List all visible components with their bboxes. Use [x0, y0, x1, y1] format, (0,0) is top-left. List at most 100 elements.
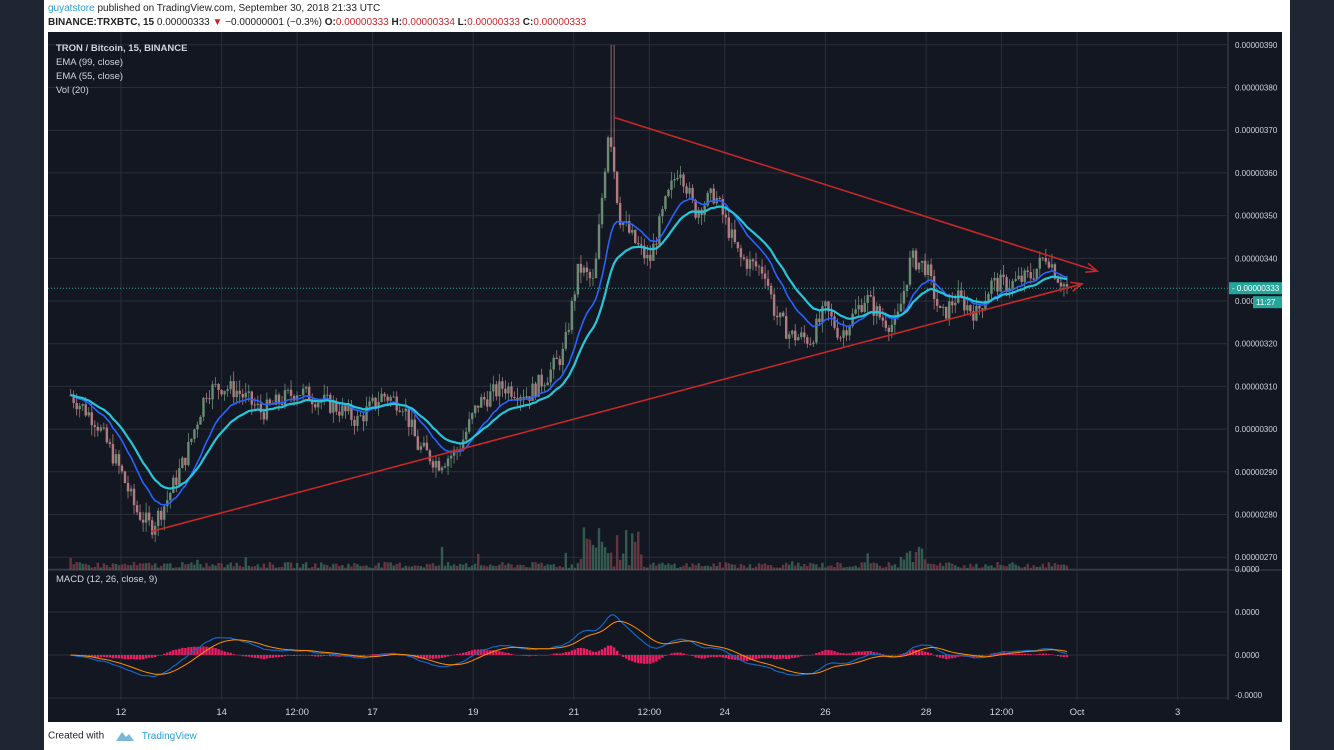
macd-histogram-bar: [854, 651, 857, 655]
macd-histogram-bar: [842, 653, 845, 655]
macd-histogram-bar: [824, 649, 827, 655]
candle-body: [757, 266, 761, 268]
volume-bar: [869, 563, 872, 570]
chart-canvas[interactable]: 12 14 12:00 17 19 21 12:00 24 26 28 12:00 Oct 3 0.000…: [48, 32, 1282, 722]
y-tick-label: 0.00000360: [1235, 169, 1278, 178]
macd-histogram-bar: [929, 653, 933, 655]
volume-bar: [781, 564, 785, 570]
candle-body: [1065, 284, 1069, 287]
author-link[interactable]: guyatstore: [48, 3, 95, 14]
candle-body: [902, 290, 906, 304]
volume-bar: [338, 565, 341, 570]
macd-histogram-bar: [818, 652, 821, 655]
macd-pane[interactable]: [48, 570, 1228, 700]
macd-histogram-bar: [1047, 654, 1051, 655]
volume-bar: [1002, 565, 1005, 570]
volume-bar: [543, 565, 546, 570]
macd-histogram-bar: [806, 655, 809, 656]
candle-body: [866, 295, 869, 303]
volume-bar: [274, 567, 278, 570]
volume-bar: [570, 564, 574, 570]
candle-body: [90, 412, 93, 426]
volume-bar: [232, 566, 235, 570]
volume-bar: [419, 566, 423, 570]
volume-bar: [395, 564, 398, 570]
macd-histogram-bar: [881, 654, 885, 655]
tradingview-logo-icon[interactable]: [115, 730, 135, 742]
volume-bar: [507, 563, 510, 570]
macd-histogram-bar: [884, 654, 888, 656]
macd-histogram-bar: [166, 652, 169, 655]
candle-body: [407, 408, 411, 427]
volume-bar: [591, 544, 595, 570]
macd-histogram-bar: [190, 646, 193, 655]
volume-bar: [1056, 564, 1060, 570]
volume-bar: [114, 564, 118, 570]
candle-body: [709, 188, 712, 194]
volume-bar: [298, 567, 302, 570]
volume-bar: [141, 563, 145, 570]
macd-histogram-bar: [667, 654, 670, 656]
publish-line: guyatstore published on TradingView.com,…: [48, 3, 380, 14]
volume-bar: [685, 563, 688, 570]
macd-histogram-bar: [507, 652, 510, 655]
candle-body: [422, 442, 426, 447]
candle-body: [987, 293, 990, 301]
volume-bar: [700, 566, 703, 570]
volume-bar: [72, 564, 75, 570]
volume-bar: [1017, 566, 1020, 570]
volume-bar: [1065, 565, 1069, 570]
volume-bar: [615, 535, 619, 570]
candle-body: [685, 186, 688, 194]
y-tick-label: 0.00000300: [1235, 425, 1278, 434]
volume-bar: [872, 562, 875, 570]
macd-histogram-bar: [534, 655, 537, 656]
trendline-arrow-icon: [1070, 281, 1085, 292]
volume-bar: [289, 562, 293, 570]
volume-bar: [561, 567, 564, 570]
volume-bar: [854, 565, 857, 570]
volume-bar: [963, 565, 966, 570]
volume-bar: [398, 562, 401, 570]
candle-body: [274, 394, 278, 405]
volume-bar: [323, 564, 326, 570]
time-axis[interactable]: [48, 700, 1282, 722]
candle-body: [431, 461, 435, 468]
volume-bar: [353, 562, 356, 570]
x-tick-label: 12:00: [637, 707, 661, 718]
macd-histogram-bar: [908, 650, 912, 655]
candle-body: [138, 512, 142, 520]
volume-bar: [181, 562, 184, 570]
volume-bar: [220, 563, 223, 570]
volume-bar: [483, 565, 486, 570]
volume-bar: [464, 563, 468, 570]
volume-bar: [144, 563, 148, 570]
volume-bar: [229, 562, 232, 570]
candle-body: [477, 405, 480, 408]
volume-bar: [697, 563, 700, 570]
volume-bar: [531, 562, 534, 570]
candle-body: [745, 259, 749, 269]
price-axis[interactable]: [1228, 32, 1282, 700]
volume-bar: [190, 562, 193, 570]
candle-body: [803, 332, 806, 338]
tradingview-link[interactable]: TradingView: [141, 730, 197, 742]
candle-body: [938, 305, 942, 308]
macd-histogram-bar: [522, 655, 525, 656]
candle-body: [443, 466, 447, 468]
macd-histogram-bar: [839, 653, 842, 655]
volume-bar: [150, 565, 154, 570]
macd-histogram-bar: [271, 655, 275, 658]
candle-body: [181, 457, 184, 469]
macd-histogram-bar: [304, 655, 308, 656]
volume-bar: [987, 565, 990, 570]
volume-bar: [256, 564, 260, 570]
volume-bar: [1005, 566, 1008, 570]
macd-histogram-bar: [670, 653, 673, 655]
macd-histogram-bar: [181, 647, 184, 655]
macd-histogram-bar: [335, 655, 338, 657]
macd-histogram-bar: [715, 655, 718, 658]
volume-bar: [350, 566, 353, 570]
candle-body: [679, 174, 682, 178]
candle-body: [969, 305, 972, 312]
